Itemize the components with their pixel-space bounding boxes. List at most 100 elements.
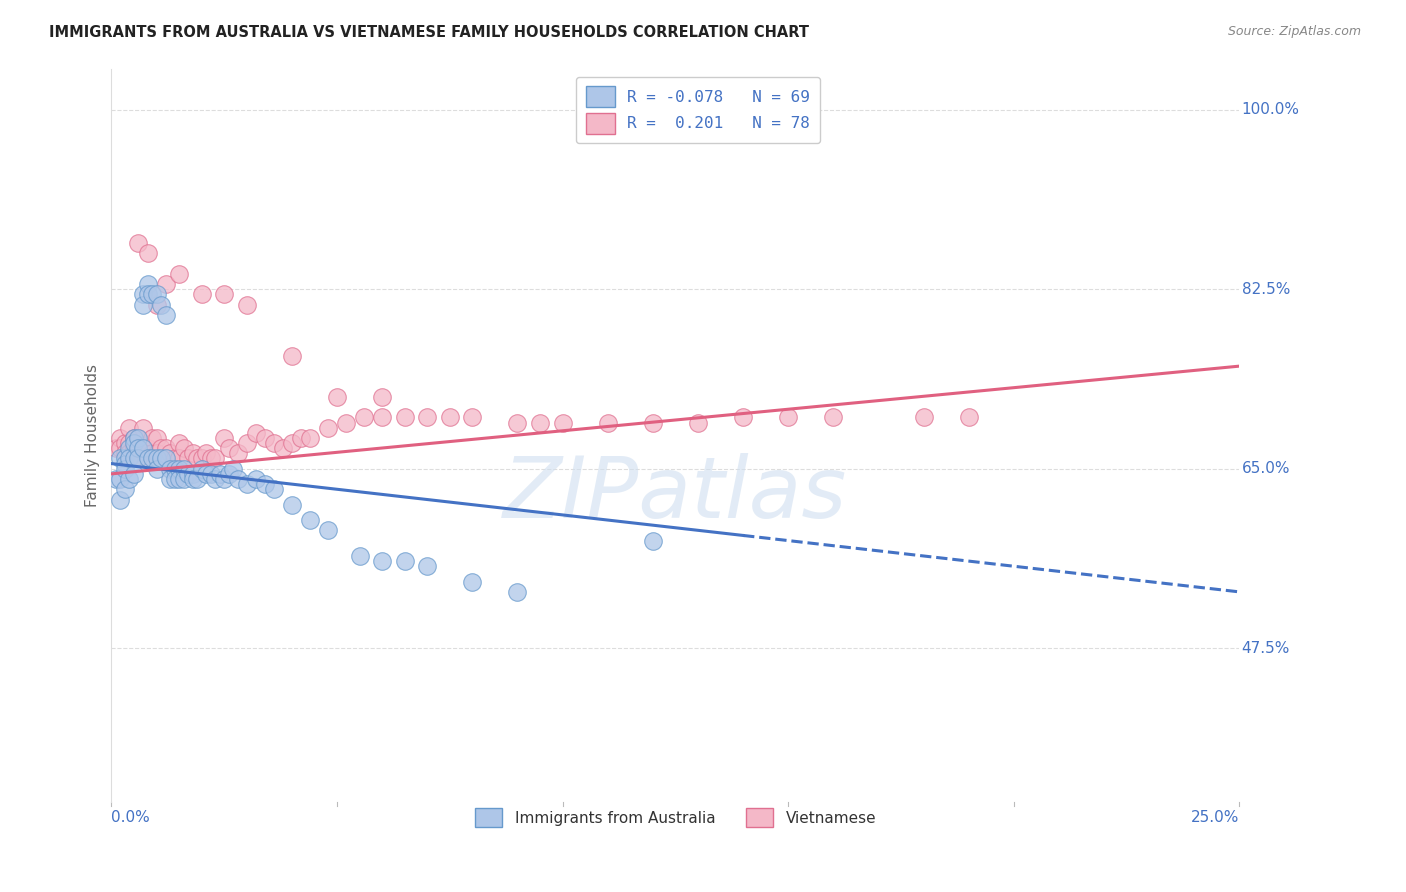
- Point: [204, 451, 226, 466]
- Point: [155, 451, 177, 466]
- Point: [664, 112, 686, 127]
- Point: [253, 431, 276, 445]
- Point: [127, 451, 149, 466]
- Point: [335, 416, 357, 430]
- Point: [326, 390, 349, 404]
- Point: [236, 297, 259, 311]
- Point: [641, 533, 664, 548]
- Point: [114, 461, 136, 475]
- Point: [190, 451, 212, 466]
- Point: [167, 472, 190, 486]
- Point: [641, 416, 664, 430]
- Point: [118, 436, 141, 450]
- Text: 47.5%: 47.5%: [1241, 640, 1291, 656]
- Point: [200, 467, 222, 481]
- Point: [218, 467, 240, 481]
- Point: [208, 467, 231, 481]
- Point: [127, 451, 149, 466]
- Point: [127, 441, 149, 455]
- Point: [212, 431, 235, 445]
- Point: [110, 451, 132, 466]
- Point: [110, 492, 132, 507]
- Point: [253, 477, 276, 491]
- Point: [114, 483, 136, 497]
- Point: [177, 451, 200, 466]
- Point: [416, 559, 439, 574]
- Point: [506, 585, 529, 599]
- Point: [136, 277, 159, 291]
- Point: [245, 472, 267, 486]
- Point: [316, 420, 339, 434]
- Point: [122, 431, 145, 445]
- Point: [136, 441, 159, 455]
- Text: 0.0%: 0.0%: [111, 811, 150, 825]
- Point: [163, 461, 186, 475]
- Point: [155, 277, 177, 291]
- Point: [159, 461, 181, 475]
- Point: [114, 457, 136, 471]
- Y-axis label: Family Households: Family Households: [86, 364, 100, 507]
- Point: [371, 410, 394, 425]
- Point: [290, 431, 312, 445]
- Point: [349, 549, 371, 563]
- Point: [114, 451, 136, 466]
- Point: [778, 410, 800, 425]
- Point: [122, 441, 145, 455]
- Point: [686, 416, 709, 430]
- Point: [141, 451, 163, 466]
- Point: [163, 472, 186, 486]
- Point: [281, 436, 304, 450]
- Point: [226, 446, 249, 460]
- Point: [263, 436, 285, 450]
- Point: [145, 287, 167, 301]
- Point: [122, 431, 145, 445]
- Point: [733, 410, 755, 425]
- Legend: Immigrants from Australia, Vietnamese: Immigrants from Australia, Vietnamese: [467, 800, 884, 835]
- Point: [122, 467, 145, 481]
- Point: [195, 467, 218, 481]
- Point: [226, 472, 249, 486]
- Point: [200, 451, 222, 466]
- Text: 65.0%: 65.0%: [1241, 461, 1291, 476]
- Point: [298, 513, 321, 527]
- Point: [529, 416, 551, 430]
- Point: [127, 441, 149, 455]
- Point: [141, 431, 163, 445]
- Text: Source: ZipAtlas.com: Source: ZipAtlas.com: [1227, 25, 1361, 38]
- Point: [118, 472, 141, 486]
- Point: [204, 472, 226, 486]
- Point: [132, 441, 155, 455]
- Point: [141, 287, 163, 301]
- Point: [195, 446, 218, 460]
- Point: [132, 287, 155, 301]
- Point: [181, 472, 204, 486]
- Point: [150, 451, 173, 466]
- Point: [371, 554, 394, 568]
- Point: [114, 436, 136, 450]
- Point: [114, 446, 136, 460]
- Point: [155, 308, 177, 322]
- Point: [353, 410, 375, 425]
- Point: [173, 472, 195, 486]
- Point: [150, 297, 173, 311]
- Point: [394, 554, 416, 568]
- Point: [181, 467, 204, 481]
- Point: [177, 467, 200, 481]
- Point: [155, 451, 177, 466]
- Point: [245, 425, 267, 440]
- Text: 25.0%: 25.0%: [1191, 811, 1240, 825]
- Text: ZIPatlas: ZIPatlas: [503, 452, 848, 535]
- Point: [132, 297, 155, 311]
- Point: [394, 410, 416, 425]
- Point: [218, 441, 240, 455]
- Point: [141, 446, 163, 460]
- Point: [118, 451, 141, 466]
- Point: [173, 441, 195, 455]
- Point: [912, 410, 935, 425]
- Point: [145, 431, 167, 445]
- Point: [167, 436, 190, 450]
- Point: [136, 246, 159, 260]
- Point: [271, 441, 294, 455]
- Point: [298, 431, 321, 445]
- Point: [173, 461, 195, 475]
